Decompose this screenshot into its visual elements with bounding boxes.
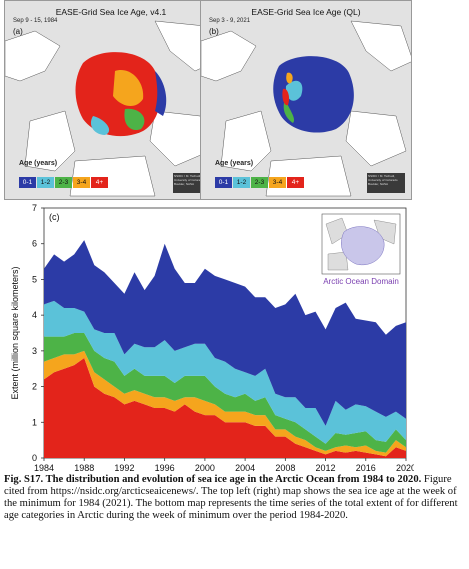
panel-label: (a) [13, 27, 23, 36]
map-title: EASE-Grid Sea Ice Age (QL) [251, 7, 361, 17]
x-tick-label: 2008 [275, 463, 295, 472]
legend-item-0-1: 0-1 [19, 177, 36, 188]
ice-age-1-2-region [285, 80, 303, 101]
legend-item-0-1: 0-1 [215, 177, 232, 188]
age-legend: 0-1 1-2 2-3 3-4 4+ [215, 177, 304, 188]
map-date: Sep 9 - 15, 1984 [13, 18, 58, 24]
land-mass [220, 110, 272, 172]
land-mass [345, 110, 407, 167]
y-tick-label: 6 [32, 239, 37, 249]
map-panel-2021: EASE-Grid Sea Ice Age (QL) Sep 3 - 9, 20… [200, 0, 412, 200]
legend-item-1-2: 1-2 [233, 177, 250, 188]
x-tick-label: 2016 [356, 463, 376, 472]
ice-age-4plus-region [282, 88, 290, 106]
ice-age-0-1-region [155, 71, 167, 116]
ice-age-3-4-region [286, 72, 293, 84]
legend-title: Age (years) [215, 160, 254, 167]
caption-title: Fig. S17. The distribution and evolution… [4, 474, 422, 485]
legend-item-1-2: 1-2 [37, 177, 54, 188]
ice-age-3-4-region [113, 70, 144, 107]
y-tick-label: 5 [32, 274, 37, 284]
x-tick-label: 2012 [316, 463, 336, 472]
y-axis-label: Extent (million square kilometers) [10, 266, 20, 399]
sea-ice-age-chart: 0 1 2 3 4 5 6 7 1984 1988 1992 1996 2000 2004 2008 2012… [4, 202, 414, 472]
age-legend: 0-1 1-2 2-3 3-4 4+ [19, 177, 108, 188]
legend-item-2-3: 2-3 [55, 177, 72, 188]
caption-body: Figure cited from https://nsidc.org/arct… [4, 474, 458, 521]
land-mass [149, 110, 211, 167]
x-tick-label: 2020 [396, 463, 414, 472]
y-tick-label: 2 [32, 382, 37, 392]
inset-land [327, 251, 349, 271]
area-series-2-3 [44, 333, 406, 453]
y-tick-label: 3 [32, 346, 37, 356]
y-tick-label: 0 [32, 453, 37, 463]
legend-item-4plus: 4+ [287, 177, 304, 188]
arctic-ocean-domain [341, 226, 385, 266]
x-tick-label: 2004 [235, 463, 255, 472]
sea-ice-map-2021 [201, 20, 411, 197]
land-mass [350, 20, 411, 72]
area-chart-svg: 0 1 2 3 4 5 6 7 1984 1988 1992 1996 2000 2004 2008 2012… [10, 203, 414, 472]
legend-title: Age (years) [19, 160, 58, 167]
x-tick-label: 2000 [195, 463, 215, 472]
inset-label: Arctic Ocean Domain [323, 277, 399, 286]
area-series-0-1 [44, 240, 406, 426]
panel-label: (c) [49, 212, 60, 222]
ice-age-1-2-region [90, 116, 110, 135]
map-title: EASE-Grid Sea Ice Age, v4.1 [55, 7, 167, 17]
x-tick-label: 1992 [114, 463, 134, 472]
legend-item-3-4: 3-4 [73, 177, 90, 188]
x-tick-label: 1996 [155, 463, 175, 472]
land-mass [265, 155, 352, 197]
x-tick-label: 1984 [34, 463, 54, 472]
legend-item-3-4: 3-4 [269, 177, 286, 188]
y-tick-label: 1 [32, 417, 37, 427]
x-tick-label: 1988 [74, 463, 94, 472]
land-mass [201, 30, 257, 82]
legend-item-2-3: 2-3 [251, 177, 268, 188]
figure-caption: Fig. S17. The distribution and evolution… [4, 474, 462, 522]
y-tick-label: 7 [32, 203, 37, 213]
land-mass [69, 155, 156, 197]
legend-item-4plus: 4+ [91, 177, 108, 188]
land-mass [24, 110, 76, 172]
area-series-4plus [44, 358, 406, 458]
land-mass [5, 30, 61, 82]
ice-age-0-1-region [273, 56, 354, 133]
credit-box: NSIDC / M. Tschudi, University of Colora… [367, 173, 405, 193]
panel-label: (b) [209, 27, 219, 36]
sea-ice-map-1984 [5, 20, 217, 197]
map-panel-1984: EASE-Grid Sea Ice Age, v4.1 Sep 9 - 15, … [4, 0, 218, 200]
map-date: Sep 3 - 9, 2021 [209, 18, 251, 24]
y-tick-label: 4 [32, 310, 37, 320]
ice-age-2-3-region [124, 108, 145, 131]
